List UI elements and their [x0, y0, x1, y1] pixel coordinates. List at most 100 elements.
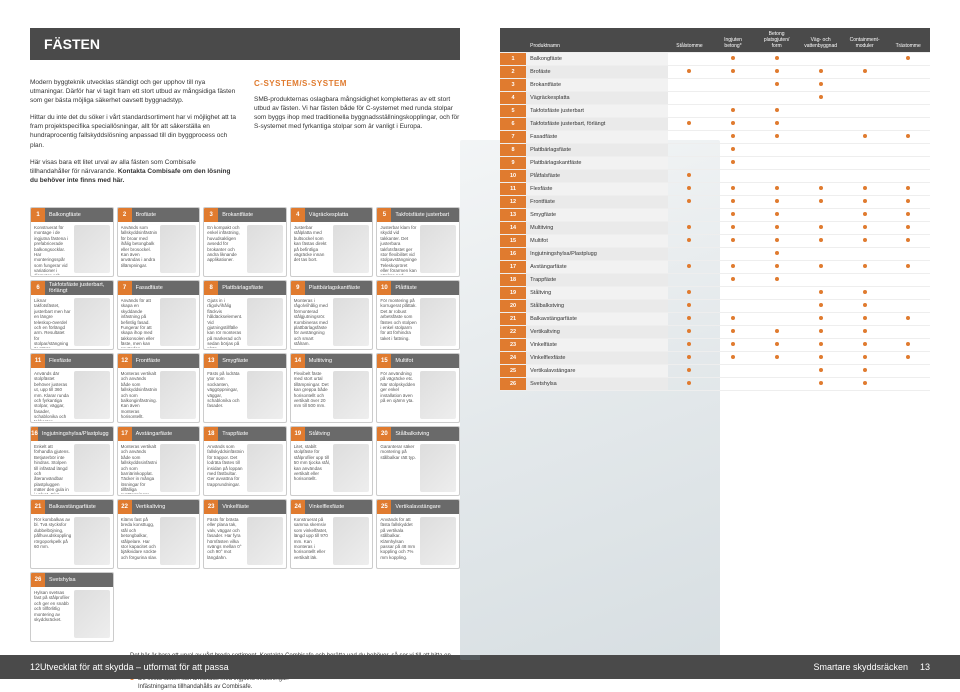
dot-icon	[775, 225, 779, 229]
matrix-dot-cell	[668, 261, 712, 274]
card-number: 10	[377, 281, 391, 295]
intro-rp1: SMB-produkternas oslagbara mångsidighet …	[254, 95, 460, 131]
matrix-dot-cell	[755, 144, 799, 157]
matrix-dot-cell	[886, 326, 930, 339]
matrix-dot-cell	[755, 79, 799, 92]
matrix-row: 16Ingjutningshylsa/Plastplugg	[500, 248, 930, 261]
matrix-th: Trästomme	[886, 28, 930, 53]
matrix-dot-cell	[755, 66, 799, 79]
card-text: Används där stolpfästet behöver justeras…	[34, 371, 71, 421]
card-title: Brofäste	[132, 208, 200, 222]
dot-icon	[687, 316, 691, 320]
card-image	[247, 444, 283, 492]
matrix-dot-cell	[668, 378, 712, 391]
matrix-dot-cell	[886, 183, 930, 196]
matrix-dot-cell	[711, 274, 755, 287]
card-title: Trappfäste	[218, 427, 286, 441]
dot-icon	[775, 134, 779, 138]
dot-icon	[906, 186, 910, 190]
card-head: 23Vinkelfäste	[204, 500, 286, 514]
card-image	[420, 371, 456, 419]
card-text: Kläms fast på breda konsttugg, stål och …	[121, 517, 158, 567]
dot-icon	[863, 342, 867, 346]
matrix-dot-cell	[886, 274, 930, 287]
dot-icon	[819, 381, 823, 385]
card-head: 4Vägräckesplatta	[291, 208, 373, 222]
matrix-dot-cell	[711, 170, 755, 183]
matrix-dot-cell	[711, 326, 755, 339]
matrix-row: 18Trappfäste	[500, 274, 930, 287]
card-body: Rör kombalkas av bl. Tvä stycksfor dubbe…	[31, 514, 113, 569]
dot-icon	[687, 238, 691, 242]
matrix-dot-cell	[886, 118, 930, 131]
matrix-dot-cell	[798, 53, 842, 66]
matrix-dot-cell	[668, 66, 712, 79]
matrix-row: 3Brokantfäste	[500, 79, 930, 92]
card-title: Multifot	[391, 354, 459, 368]
card-title: Vertikalavstängare	[391, 500, 459, 514]
product-card: 20StålbalkstvingGaranterar säker monteri…	[376, 426, 460, 496]
footer-left-text: Utvecklat för att skydda – utformat för …	[40, 662, 229, 672]
matrix-dot-cell	[798, 339, 842, 352]
card-image	[420, 444, 456, 492]
matrix-row-num: 18	[500, 274, 526, 287]
matrix-row: 7Fasadfäste	[500, 131, 930, 144]
matrix-dot-cell	[711, 313, 755, 326]
card-title: Vertikaltving	[132, 500, 200, 514]
matrix-row: 13Smygfäste	[500, 209, 930, 222]
dot-icon	[731, 238, 735, 242]
matrix-dot-cell	[843, 339, 887, 352]
matrix-dot-cell	[886, 352, 930, 365]
matrix-row-name: Plattbärlagsfäste	[526, 144, 668, 157]
card-number: 3	[204, 208, 218, 222]
card-image	[247, 517, 283, 565]
matrix-dot-cell	[886, 79, 930, 92]
dot-icon	[819, 264, 823, 268]
card-image	[333, 298, 369, 346]
matrix-dot-cell	[711, 53, 755, 66]
matrix-dot-cell	[668, 170, 712, 183]
card-title: Vinkelflexfäste	[305, 500, 373, 514]
card-number: 4	[291, 208, 305, 222]
matrix-dot-cell	[843, 79, 887, 92]
matrix-row-name: Trappfäste	[526, 274, 668, 287]
card-number: 25	[377, 500, 391, 514]
matrix-dot-cell	[886, 339, 930, 352]
card-head: 14Multitving	[291, 354, 373, 368]
matrix-dot-cell	[755, 352, 799, 365]
dot-icon	[775, 82, 779, 86]
matrix-dot-cell	[843, 248, 887, 261]
dot-icon	[775, 186, 779, 190]
matrix-row-name: Balkavstängarfäste	[526, 313, 668, 326]
matrix-dot-cell	[711, 248, 755, 261]
dot-icon	[687, 329, 691, 333]
card-head: 24Vinkelflexfäste	[291, 500, 373, 514]
card-image	[160, 371, 196, 419]
intro-col-left: Modern byggteknik utvecklas ständigt och…	[30, 78, 236, 193]
matrix-row-name: Ingjutningshylsa/Plastplugg	[526, 248, 668, 261]
matrix-dot-cell	[843, 209, 887, 222]
matrix-row-name: Plåtfalsfäste	[526, 170, 668, 183]
matrix-dot-cell	[798, 79, 842, 92]
dot-icon	[863, 329, 867, 333]
dot-icon	[906, 316, 910, 320]
footer-right-text: Smartare skyddsräcken	[813, 662, 908, 672]
product-card: 6Takfotsfäste justerbart, förlängtLiknar…	[30, 280, 114, 350]
card-image	[74, 225, 110, 273]
product-card: 19StåltvingLitet, stabilt stolpfäste för…	[290, 426, 374, 496]
matrix-row: 17Avstängarfäste	[500, 261, 930, 274]
dot-icon	[731, 225, 735, 229]
dot-icon	[731, 264, 735, 268]
dot-icon	[731, 199, 735, 203]
matrix-dot-cell	[755, 157, 799, 170]
card-body: Används som fallskyddsinfästning för tra…	[204, 441, 286, 496]
card-text: Flexibelt fäste med stort urtal tillämpn…	[294, 371, 331, 421]
matrix-dot-cell	[843, 144, 887, 157]
matrix-dot-cell	[843, 118, 887, 131]
card-image	[247, 298, 283, 346]
dot-icon	[731, 134, 735, 138]
matrix-dot-cell	[798, 131, 842, 144]
matrix-dot-cell	[755, 222, 799, 235]
dot-icon	[863, 225, 867, 229]
spread: FÄSTEN Modern byggteknik utvecklas ständ…	[0, 0, 960, 679]
